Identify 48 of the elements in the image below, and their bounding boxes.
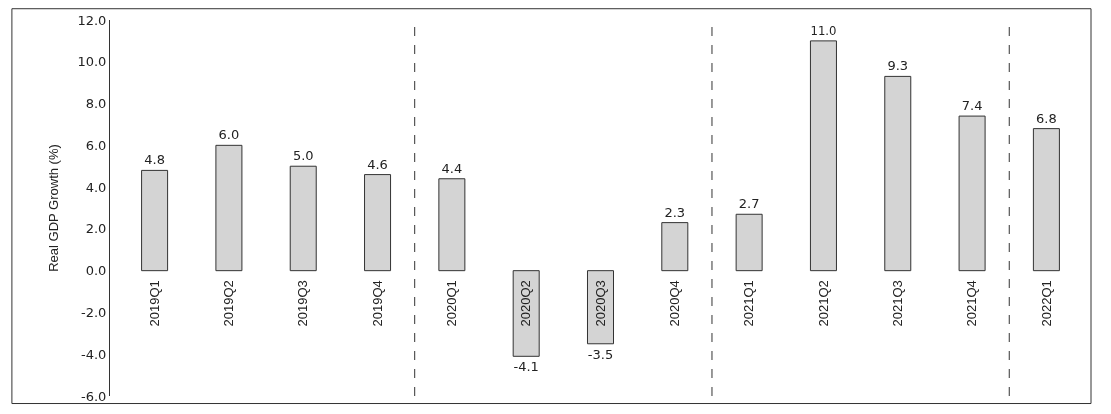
y-tick-label: 4.0 (85, 179, 107, 195)
x-tick-label: 2020Q2 (518, 280, 534, 327)
bar (364, 174, 392, 272)
bar (1032, 128, 1060, 272)
data-label: 4.6 (367, 156, 388, 172)
bar (809, 40, 837, 272)
bar (289, 165, 317, 272)
data-label: 11.0 (810, 24, 837, 39)
x-tick-label: 2020Q3 (592, 280, 608, 327)
data-label: -3.5 (587, 346, 614, 362)
x-tick-label: 2021Q3 (889, 280, 905, 327)
x-tick-label: 2020Q1 (444, 280, 460, 327)
y-axis-title: Real GDP Growth (%) (46, 144, 62, 272)
data-label: 6.8 (1036, 110, 1057, 126)
data-label: 9.3 (887, 58, 909, 74)
x-tick-label: 2021Q1 (741, 280, 757, 327)
bar (438, 178, 466, 272)
x-tick-label: 2019Q4 (369, 280, 385, 327)
data-label: 7.4 (961, 98, 983, 114)
x-tick-label: 2019Q1 (146, 280, 162, 327)
x-tick-label: 2021Q2 (815, 280, 831, 327)
bar (735, 213, 763, 272)
data-label: 4.4 (441, 160, 463, 176)
x-tick-label: 2019Q3 (295, 280, 311, 327)
y-tick-label: -6.0 (81, 388, 107, 404)
bar (958, 115, 986, 272)
x-tick-label: 2019Q2 (221, 280, 237, 327)
bar (215, 144, 243, 272)
y-tick-label: -2.0 (81, 304, 107, 320)
bar (141, 169, 169, 272)
y-tick-label: 12.0 (77, 12, 107, 28)
y-tick-label: 6.0 (85, 137, 107, 153)
data-label: -4.1 (513, 359, 539, 375)
x-tick-label: 2022Q1 (1038, 280, 1054, 327)
y-tick-label: 10.0 (77, 54, 107, 70)
x-tick-label: 2021Q4 (964, 280, 980, 327)
y-tick-label: 0.0 (85, 263, 107, 279)
data-label: 6.0 (218, 127, 240, 143)
data-label: 2.3 (664, 204, 686, 220)
data-label: 5.0 (292, 148, 314, 164)
data-label: 4.8 (144, 152, 165, 168)
data-label: 2.7 (738, 196, 760, 212)
y-tick-label: 8.0 (85, 96, 107, 112)
bar (661, 222, 689, 272)
y-tick-label: 2.0 (85, 221, 107, 237)
bar (884, 75, 912, 272)
x-tick-label: 2020Q4 (667, 280, 683, 327)
y-tick-label: -4.0 (81, 346, 107, 362)
